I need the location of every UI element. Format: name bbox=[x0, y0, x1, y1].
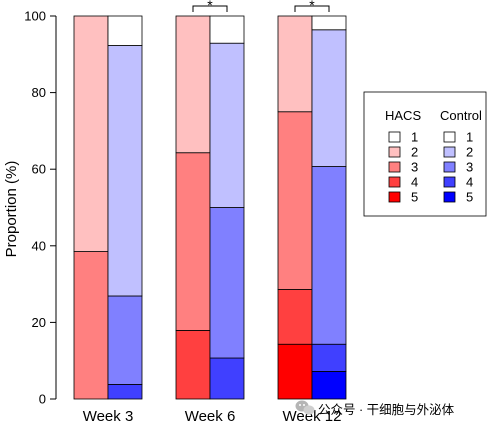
bar-segment bbox=[311, 29, 347, 167]
legend-swatch bbox=[388, 131, 401, 143]
legend-swatch bbox=[443, 131, 456, 143]
legend-swatch bbox=[388, 191, 401, 203]
significance-annotations: * * bbox=[192, 0, 330, 13]
legend-swatch bbox=[443, 176, 456, 188]
legend-entry-label: 1 bbox=[411, 130, 418, 145]
bar-segment bbox=[107, 45, 143, 297]
y-tick-label: 100 bbox=[24, 9, 46, 24]
bar-segment bbox=[277, 111, 313, 290]
legend-entry-label: 4 bbox=[411, 175, 418, 190]
bar-segment bbox=[175, 152, 211, 331]
legend-swatch bbox=[443, 146, 456, 158]
bar-segment bbox=[73, 251, 109, 400]
bar-segment bbox=[277, 15, 313, 113]
legend-entry-label: 2 bbox=[466, 145, 473, 160]
watermark-text: 公众号 · 干细胞与外泌体 bbox=[318, 403, 455, 417]
bar-segment bbox=[311, 166, 347, 345]
bar-segment bbox=[107, 295, 143, 385]
legend-entry-label: 4 bbox=[466, 175, 473, 190]
legend-swatch bbox=[388, 161, 401, 173]
y-axis-label: Proportion (%) bbox=[3, 161, 20, 258]
bar-segment bbox=[311, 371, 347, 400]
bar-segment bbox=[209, 357, 245, 400]
y-tick-label: 80 bbox=[32, 85, 46, 100]
bar-segment bbox=[277, 343, 313, 400]
legend-swatch bbox=[443, 161, 456, 173]
legend-swatch bbox=[388, 176, 401, 188]
legend-entry-label: 5 bbox=[411, 190, 418, 205]
legend-swatch bbox=[443, 191, 456, 203]
bars bbox=[73, 15, 347, 400]
y-tick-label: 40 bbox=[32, 238, 46, 253]
legend-entry-label: 2 bbox=[411, 145, 418, 160]
bar-segment bbox=[107, 15, 143, 46]
bar-segment bbox=[107, 384, 143, 400]
x-axis-categories: Week 3 Week 6 Week 12 bbox=[83, 408, 342, 425]
y-axis: 0 20 40 60 80 100 bbox=[24, 9, 57, 407]
bar-segment bbox=[209, 15, 245, 44]
legend-column-title: HACS bbox=[385, 108, 421, 123]
legend-entry-label: 3 bbox=[466, 160, 473, 175]
bar-segment bbox=[175, 330, 211, 400]
significance-label: * bbox=[309, 0, 315, 13]
bar-segment bbox=[209, 207, 245, 359]
legend-column-title: Control bbox=[440, 108, 482, 123]
watermark: 公众号 · 干细胞与外泌体 bbox=[295, 400, 455, 417]
x-category-label: Week 6 bbox=[185, 408, 236, 425]
significance-bracket bbox=[192, 5, 228, 12]
bar-segment bbox=[209, 42, 245, 208]
legend-entry-label: 3 bbox=[411, 160, 418, 175]
legend-entry-label: 1 bbox=[466, 130, 473, 145]
x-category-label: Week 3 bbox=[83, 408, 134, 425]
y-tick-label: 60 bbox=[32, 162, 46, 177]
x-category-label: Week 12 bbox=[283, 408, 342, 425]
legend-box bbox=[363, 91, 487, 217]
bar-segment bbox=[175, 15, 211, 154]
bar-segment bbox=[311, 343, 347, 372]
y-tick-label: 20 bbox=[32, 315, 46, 330]
significance-bracket bbox=[294, 5, 330, 12]
significance-label: * bbox=[207, 0, 213, 13]
legend-entry-label: 5 bbox=[466, 190, 473, 205]
y-tick-label: 0 bbox=[39, 392, 46, 407]
wechat-icon bbox=[295, 400, 315, 415]
bar-segment bbox=[311, 15, 347, 31]
bar-segment bbox=[73, 15, 109, 252]
legend-swatch bbox=[388, 146, 401, 158]
bar-segment bbox=[277, 289, 313, 345]
